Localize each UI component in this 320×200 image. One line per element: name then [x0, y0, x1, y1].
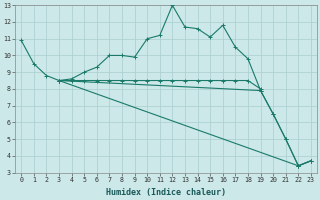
X-axis label: Humidex (Indice chaleur): Humidex (Indice chaleur) — [106, 188, 226, 197]
